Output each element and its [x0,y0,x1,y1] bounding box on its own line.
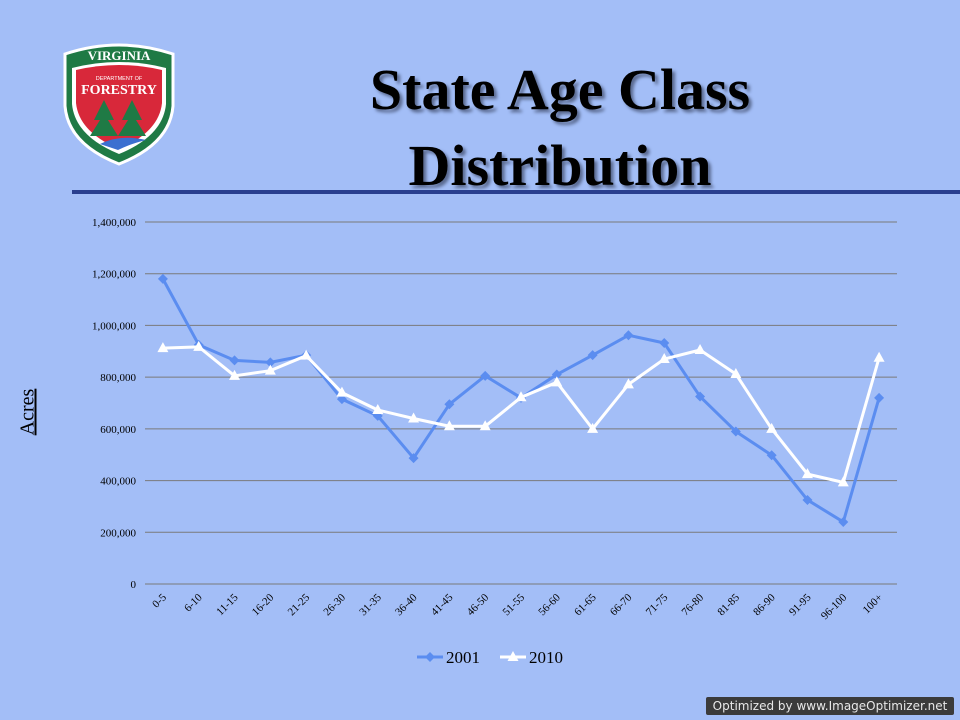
data-point-2010 [622,378,634,389]
x-tick-label: 16-20 [250,591,277,618]
page-title: State Age Class Distribution [300,52,820,204]
x-tick-label: 36-40 [393,591,420,618]
x-tick-label: 81-85 [715,591,742,618]
data-point-2010 [801,468,813,479]
data-point-2010 [873,351,885,362]
legend-label-2010: 2010 [529,648,563,667]
logo-line1: VIRGINIA [88,48,151,63]
x-tick-label: 6-10 [182,591,205,614]
y-tick-label: 1,200,000 [92,269,137,281]
x-tick-label: 100+ [861,592,886,617]
tree-icon [118,100,146,136]
data-point-2001 [730,426,741,437]
x-tick-label: 21-25 [286,591,313,618]
data-point-2010 [551,376,563,387]
x-tick-label: 71-75 [644,591,671,618]
x-tick-label: 91-95 [787,591,814,618]
data-point-2001 [229,355,240,366]
data-point-2010 [479,420,491,431]
data-point-2010 [658,353,670,364]
data-point-2010 [372,403,384,414]
x-tick-label: 96-100 [819,591,850,622]
data-point-2010 [730,368,742,379]
data-point-2010 [408,412,420,423]
river-icon [100,137,146,150]
title-divider [72,190,960,194]
watermark: Optimized by www.ImageOptimizer.net [706,697,954,715]
legend-marker-2010 [507,651,519,661]
data-point-2010 [157,342,169,353]
data-point-2010 [766,422,778,433]
x-tick-label: 0-5 [150,591,169,610]
y-tick-label: 600,000 [100,424,136,436]
data-point-2010 [587,422,599,433]
x-tick-label: 26-30 [321,591,348,618]
data-point-2001 [480,370,491,381]
x-tick-label: 51-55 [500,591,527,618]
data-point-2010 [443,420,455,431]
data-point-2001 [623,330,634,341]
title-line1: State Age Class [369,57,751,122]
x-tick-label: 11-15 [214,591,241,618]
data-point-2001 [265,357,276,368]
logo-line2: DEPARTMENT OF [96,76,143,82]
x-tick-label: 56-60 [536,591,563,618]
data-point-2001 [802,494,813,505]
data-point-2010 [515,391,527,402]
data-point-2001 [766,450,777,461]
tree-icon [90,100,118,136]
data-point-2010 [300,349,312,360]
data-point-2010 [264,364,276,375]
data-point-2010 [336,386,348,397]
data-point-2001 [695,391,706,402]
x-tick-label: 86-90 [751,591,778,618]
legend-marker-2001 [425,652,435,662]
data-point-2010 [694,343,706,354]
y-tick-label: 800,000 [100,372,136,384]
y-tick-label: 0 [131,579,137,591]
y-tick-label: 1,400,000 [92,217,137,229]
y-tick-label: 200,000 [100,527,136,539]
x-tick-label: 31-35 [357,591,384,618]
data-point-2010 [193,340,205,351]
x-tick-label: 61-65 [572,591,599,618]
y-tick-label: 1,000,000 [92,320,137,332]
y-tick-label: 400,000 [100,476,136,488]
legend-label-2001: 2001 [446,648,480,667]
logo-line3: FORESTRY [81,83,157,98]
x-tick-label: 66-70 [608,591,635,618]
data-point-2001 [659,338,670,349]
data-point-2010 [837,476,849,487]
data-point-2010 [229,369,241,380]
x-tick-label: 41-45 [429,591,456,618]
data-point-2001 [408,453,419,464]
title-line2: Distribution [408,133,712,198]
data-point-2001 [874,392,885,403]
data-point-2001 [157,273,168,284]
x-tick-label: 76-80 [680,591,707,618]
data-point-2001 [838,516,849,527]
forestry-logo: VIRGINIA DEPARTMENT OF FORESTRY [63,43,175,166]
data-point-2001 [444,399,455,410]
x-tick-label: 46-50 [465,591,492,618]
data-point-2001 [587,350,598,361]
data-point-2001 [551,369,562,380]
